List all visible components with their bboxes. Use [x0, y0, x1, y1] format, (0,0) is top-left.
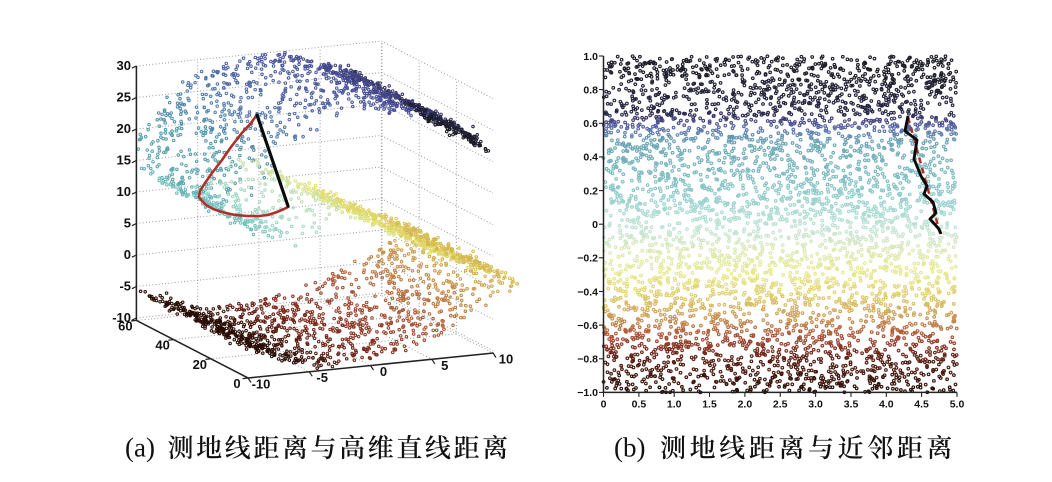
svg-text:40: 40 [155, 338, 169, 353]
svg-text:-5: -5 [316, 370, 328, 385]
svg-text:0: 0 [233, 376, 240, 391]
svg-text:0: 0 [124, 247, 131, 262]
svg-text:5: 5 [441, 358, 448, 373]
svg-text:60: 60 [118, 318, 132, 333]
svg-text:10: 10 [117, 184, 131, 199]
svg-text:-5: -5 [119, 279, 131, 294]
svg-text:15: 15 [117, 153, 131, 168]
svg-text:25: 25 [117, 90, 131, 105]
svg-text:20: 20 [117, 121, 131, 136]
svg-text:0: 0 [380, 364, 387, 379]
svg-text:10: 10 [499, 352, 513, 367]
svg-text:20: 20 [193, 357, 207, 372]
svg-text:30: 30 [117, 58, 131, 73]
svg-text:-10: -10 [252, 377, 271, 392]
svg-text:5: 5 [124, 216, 131, 231]
